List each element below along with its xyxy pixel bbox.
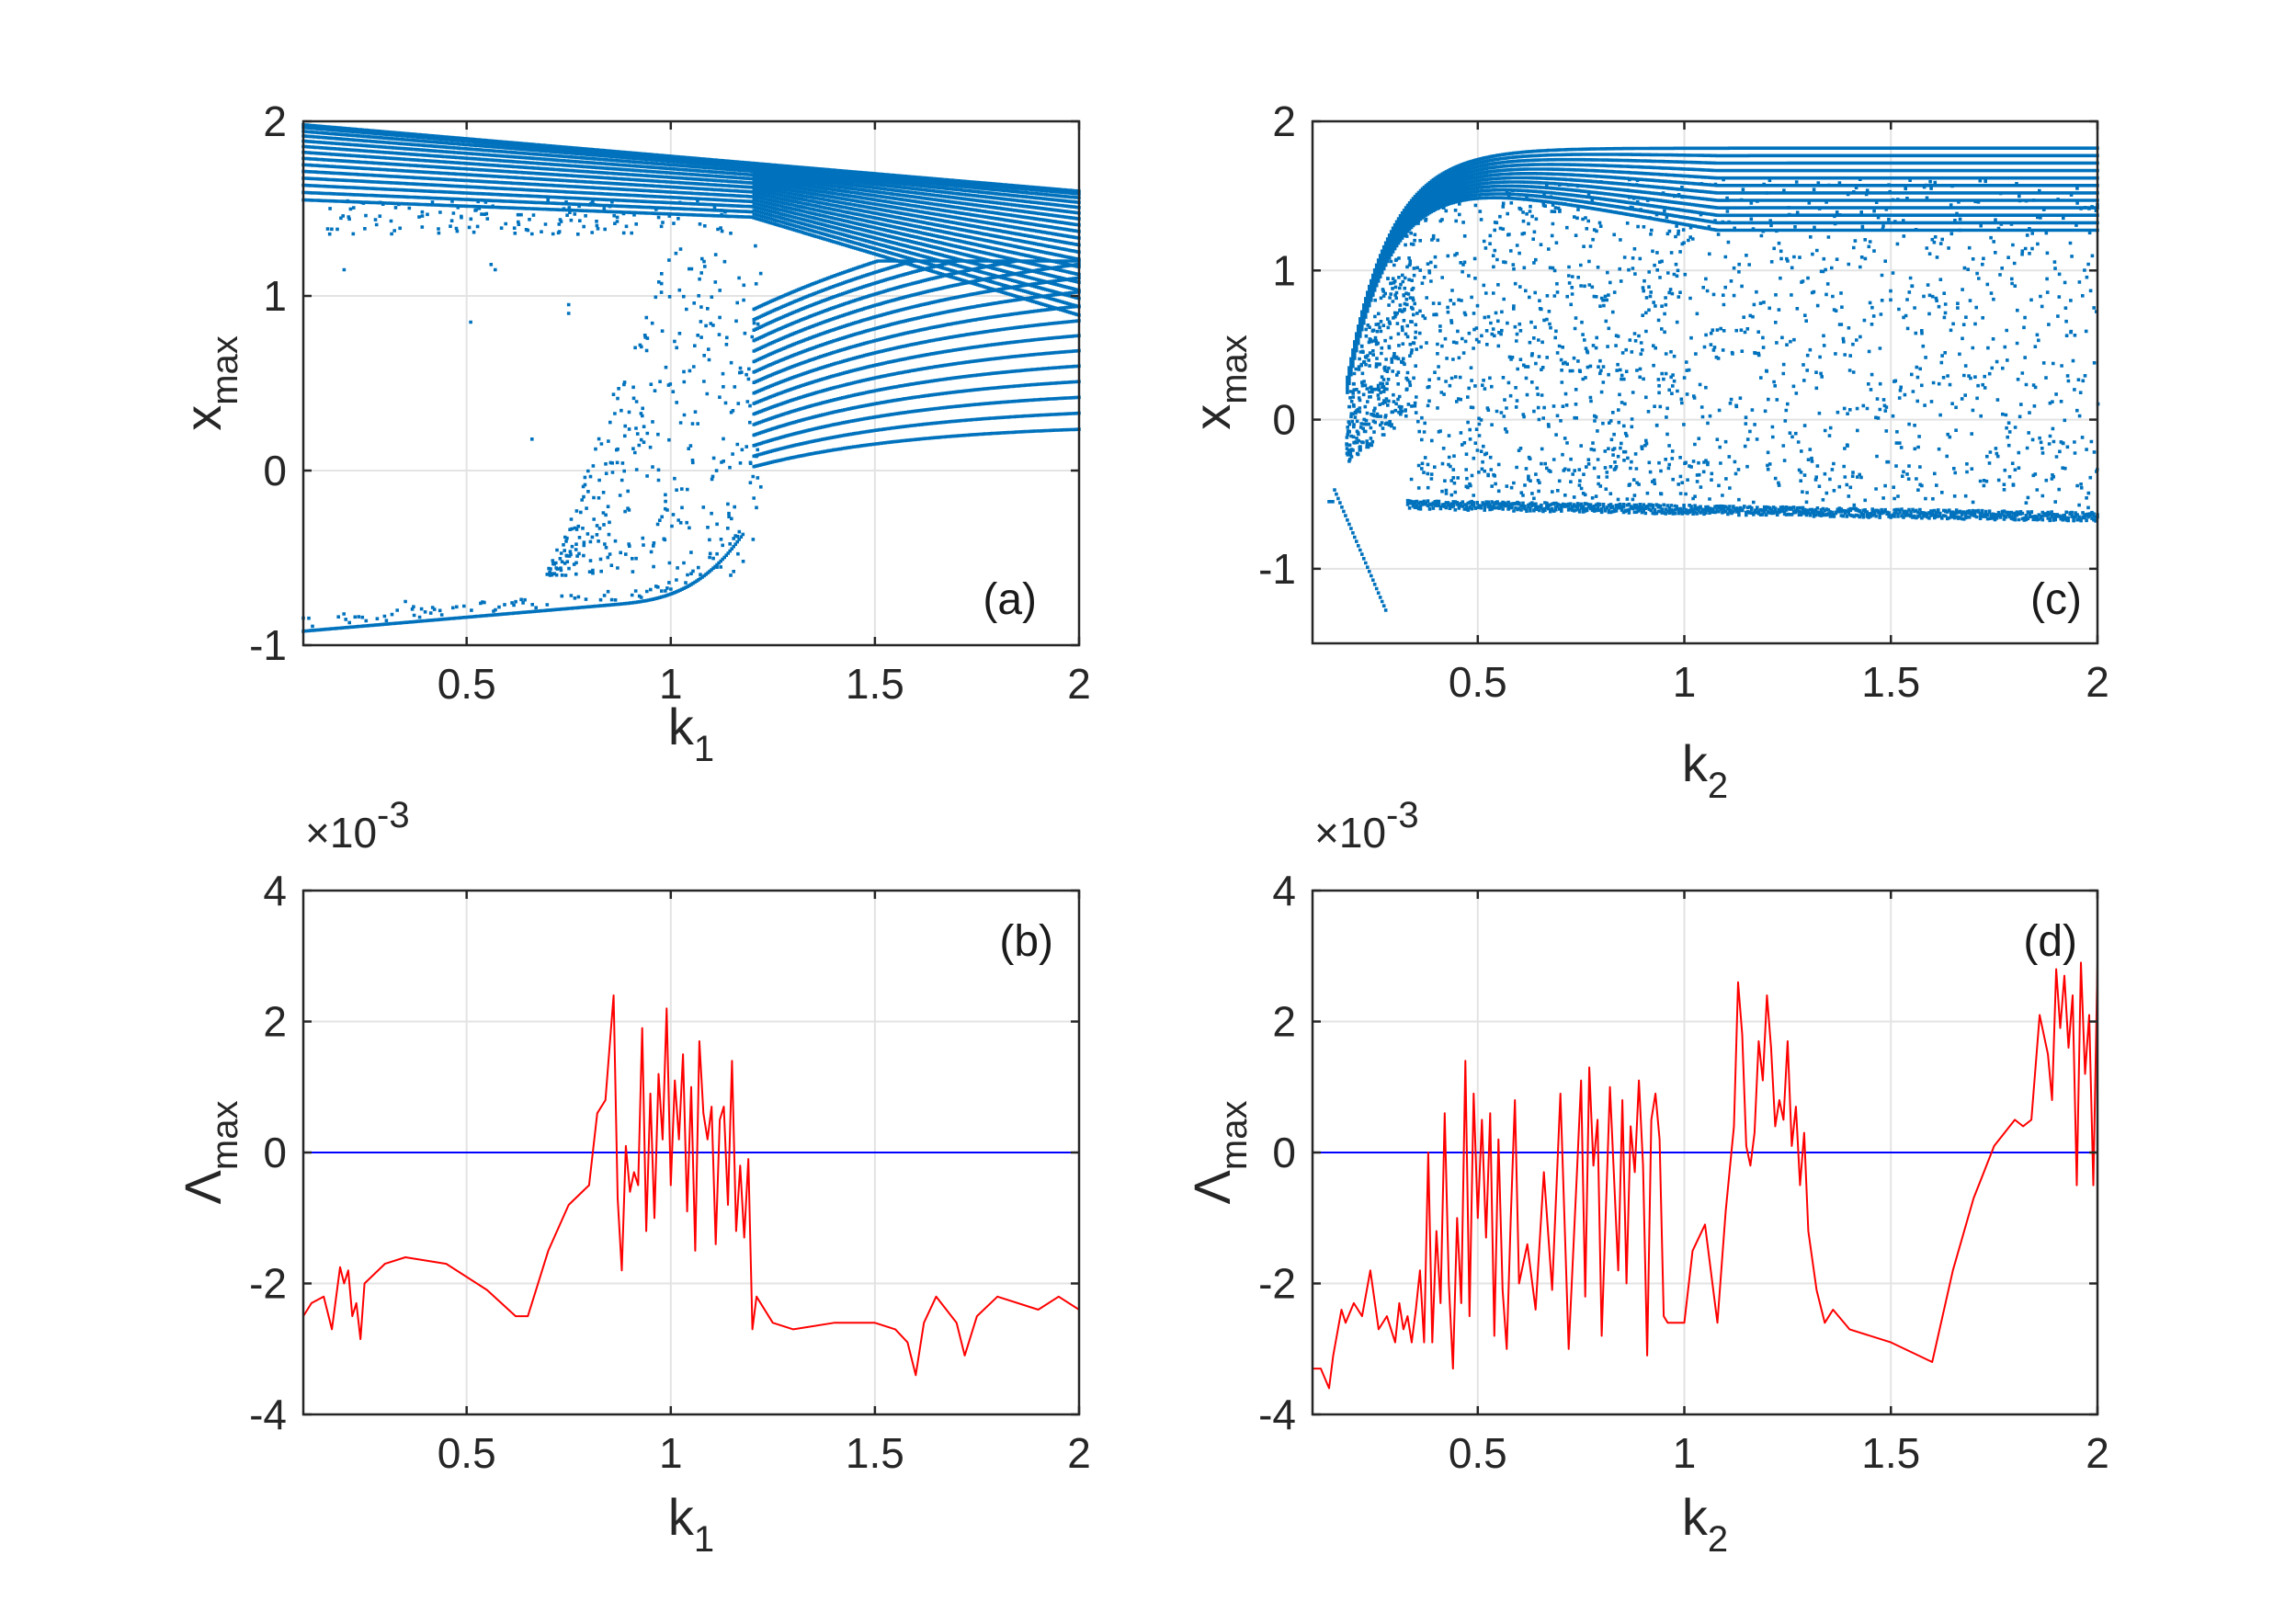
panel-a-label: (a) — [983, 575, 1037, 624]
panel-d-xlabel: k2 — [1682, 1488, 1728, 1560]
x-tick-label: 1 — [1673, 1429, 1697, 1477]
panel-a-ticks: 0.5 1 1.5 2 -1 0 1 2 — [249, 97, 1091, 708]
x-tick-label: 0.5 — [1449, 1429, 1507, 1477]
x-tick-label: 1 — [659, 660, 683, 708]
post-transition-points — [752, 259, 1081, 469]
early-branch-points — [1327, 488, 1388, 612]
panel-a-xlabel: k1 — [668, 698, 714, 769]
y-tick-label: 0 — [263, 447, 287, 494]
y-tick-label: 4 — [263, 867, 287, 914]
panel-a-frame — [301, 119, 1081, 647]
y-tick-label: 0 — [1272, 396, 1296, 444]
panel-b-ylabel: Λmax — [174, 1101, 245, 1205]
transition-points — [545, 244, 763, 577]
panel-c-ticks: 0.5 1 1.5 2 -1 0 1 2 — [1258, 97, 2109, 706]
y-tick-label: -4 — [1258, 1391, 1296, 1438]
panel-a-ylabel: xmax — [174, 335, 245, 431]
y-tick-label: -2 — [249, 1260, 287, 1308]
panel-a: 0.5 1 1.5 2 -1 0 1 2 (a) k1 xmax — [174, 97, 1091, 769]
panel-c-scatter — [1327, 146, 2100, 612]
panel-d-ticks: 0.5 1 1.5 2 -4 -2 0 2 4 — [1258, 867, 2109, 1477]
panel-c-label: (c) — [2030, 575, 2082, 624]
panel-c-frame — [1311, 119, 2099, 645]
panel-d: 0.5 1 1.5 2 -4 -2 0 2 4 ×10-3 (d) k2 Λmax — [1183, 795, 2109, 1560]
y-tick-label: -1 — [1258, 545, 1296, 593]
y-tick-label: 2 — [1272, 97, 1296, 145]
panel-b: 0.5 1 1.5 2 -4 -2 0 2 4 ×10-3 (b) k1 Λmax — [174, 795, 1091, 1560]
y-tick-label: 2 — [1272, 998, 1296, 1046]
x-tick-label: 0.5 — [1449, 658, 1507, 706]
panel-b-exponent: ×10-3 — [305, 795, 410, 857]
x-tick-label: 1.5 — [846, 1429, 904, 1477]
panel-d-label: (d) — [2023, 917, 2077, 966]
lower-band-points — [1405, 458, 2099, 523]
x-tick-label: 1 — [1673, 658, 1697, 706]
x-tick-label: 0.5 — [438, 660, 496, 708]
x-tick-label: 2 — [2086, 1429, 2109, 1477]
y-tick-label: 2 — [263, 998, 287, 1046]
panel-a-scatter — [301, 123, 1081, 633]
y-tick-label: 1 — [263, 272, 287, 320]
x-tick-label: 1 — [659, 1429, 683, 1477]
y-tick-label: -1 — [249, 621, 287, 669]
x-tick-label: 0.5 — [438, 1429, 496, 1477]
lower-branch-points — [301, 532, 745, 633]
panel-c-ylabel: xmax — [1183, 335, 1255, 430]
y-tick-label: 4 — [1272, 867, 1296, 914]
panel-d-ylabel: Λmax — [1183, 1101, 1255, 1205]
x-tick-label: 1.5 — [1861, 658, 1920, 706]
panel-d-exponent: ×10-3 — [1314, 795, 1419, 857]
x-tick-label: 1.5 — [1861, 1429, 1920, 1477]
y-tick-label: -2 — [1258, 1260, 1296, 1308]
panel-c: 0.5 1 1.5 2 -1 0 1 2 (c) k2 xmax — [1183, 97, 2109, 806]
panel-b-label: (b) — [999, 917, 1053, 966]
x-tick-label: 2 — [2086, 658, 2109, 706]
y-tick-label: 1 — [1272, 246, 1296, 294]
upper-band-points — [301, 123, 1081, 317]
x-tick-label: 2 — [1067, 660, 1091, 708]
lyapunov-series-line — [302, 994, 1080, 1377]
y-tick-label: 0 — [1272, 1129, 1296, 1176]
y-tick-label: -4 — [249, 1391, 287, 1438]
panel-c-xlabel: k2 — [1682, 734, 1728, 806]
x-tick-label: 1.5 — [846, 660, 904, 708]
panel-b-ticks: 0.5 1 1.5 2 -4 -2 0 2 4 — [249, 867, 1091, 1477]
lyapunov-series-line — [1313, 961, 2098, 1390]
y-tick-label: 0 — [263, 1129, 287, 1176]
panel-b-line — [302, 994, 1080, 1377]
y-tick-label: 2 — [263, 97, 287, 145]
scattered-points — [1345, 177, 2100, 496]
x-tick-label: 2 — [1067, 1429, 1091, 1477]
upper-band-points — [1346, 146, 2099, 394]
panel-d-line — [1313, 961, 2098, 1390]
panel-b-xlabel: k1 — [668, 1488, 714, 1560]
